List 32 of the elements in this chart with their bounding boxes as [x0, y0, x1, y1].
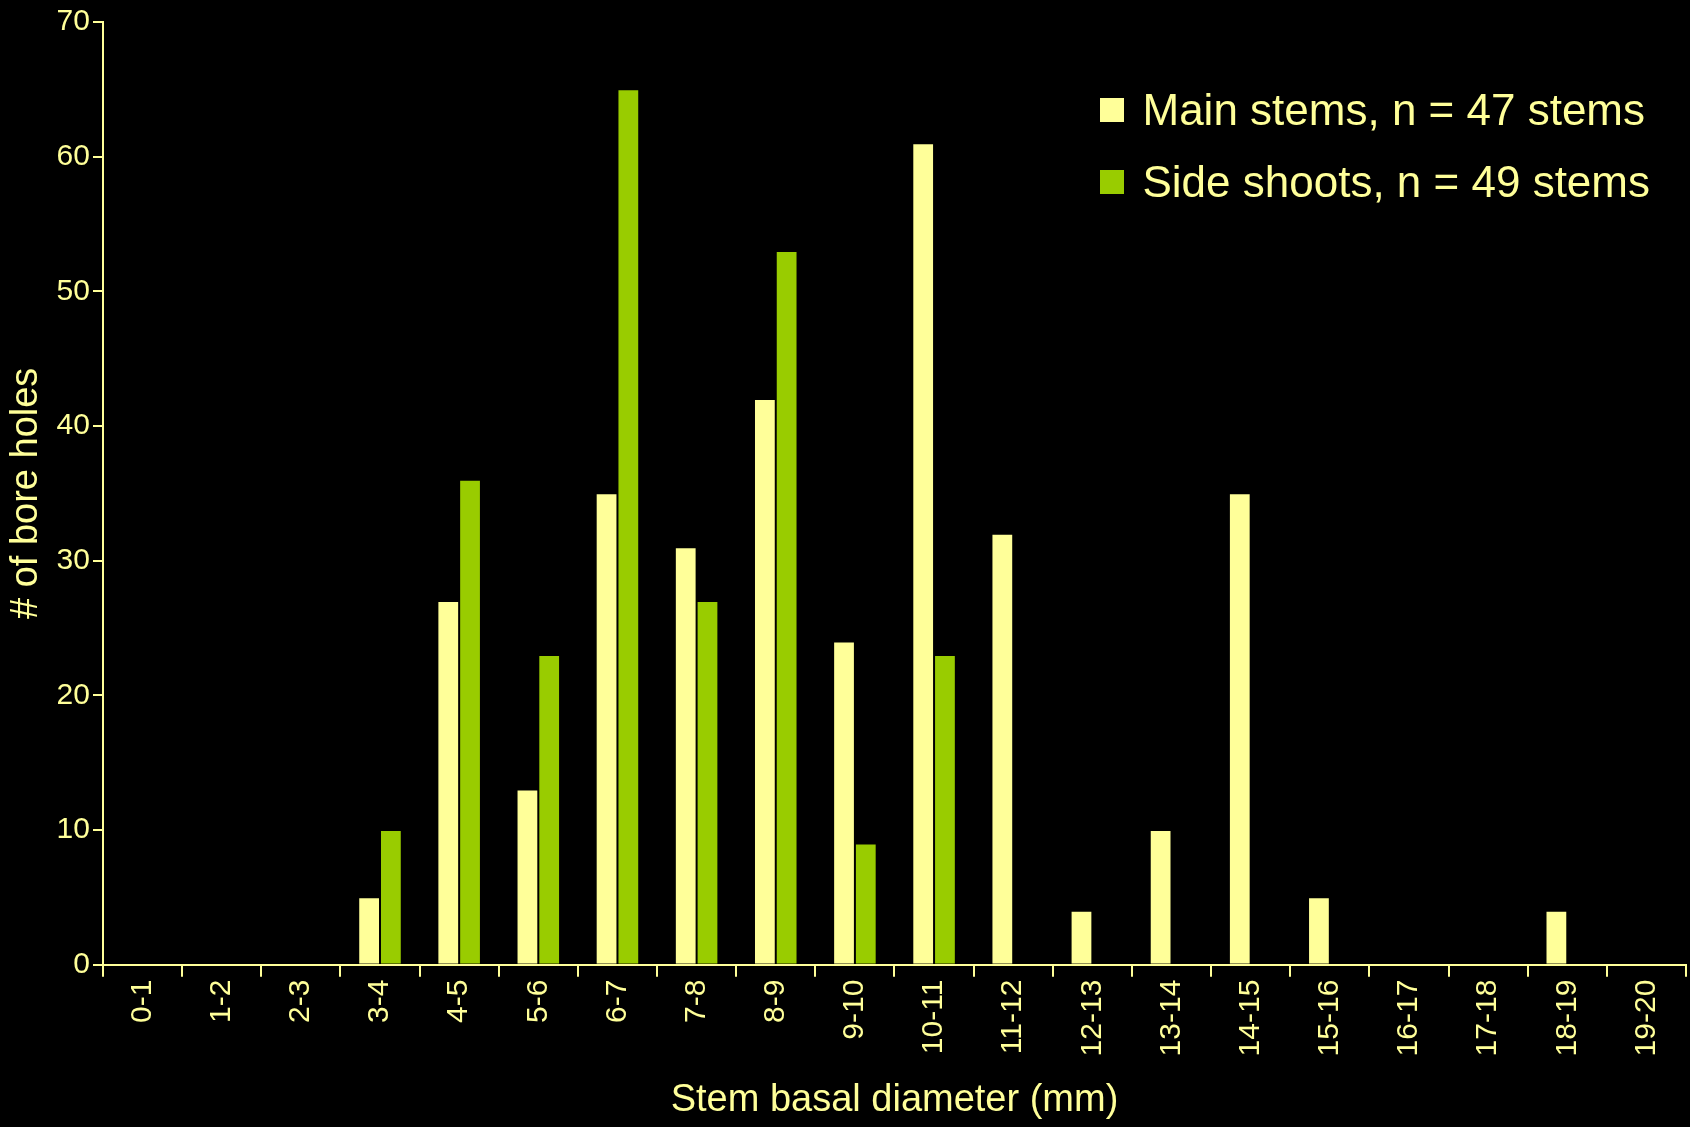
x-tick-label: 2-3	[282, 979, 316, 1024]
x-tick-label: 14-15	[1231, 979, 1265, 1057]
x-tick-label: 3-4	[361, 979, 395, 1024]
x-tick-label: 1-2	[202, 979, 236, 1024]
x-tick-label: 16-17	[1390, 979, 1424, 1057]
y-tick-label: 70	[56, 3, 90, 37]
x-tick-label: 19-20	[1627, 979, 1661, 1057]
y-tick-label: 50	[56, 272, 90, 306]
y-tick-label: 10	[56, 811, 90, 845]
legend-label: Main stems, n = 47 stems	[1142, 85, 1646, 135]
x-tick-label: 15-16	[1311, 979, 1345, 1057]
y-tick-label: 0	[73, 945, 90, 979]
y-tick-label: 20	[56, 676, 90, 710]
legend-label: Side shoots, n = 49 stems	[1142, 157, 1650, 207]
x-tick-label: 0-1	[123, 979, 157, 1024]
x-tick-label: 12-13	[1073, 979, 1107, 1057]
x-tick-label: 8-9	[757, 979, 791, 1024]
y-tick-label: 60	[56, 137, 90, 171]
x-tick-label: 4-5	[440, 979, 474, 1024]
x-tick-label: 13-14	[1152, 979, 1186, 1057]
x-tick-label: 9-10	[836, 979, 870, 1040]
x-tick-label: 17-18	[1469, 979, 1503, 1057]
y-axis-title: # of bore holes	[3, 367, 46, 620]
x-axis-title: Stem basal diameter (mm)	[670, 1076, 1119, 1119]
x-tick-label: 11-12	[994, 979, 1028, 1055]
y-tick-label: 40	[56, 407, 90, 441]
x-tick-label: 5-6	[519, 979, 553, 1024]
x-tick-label: 7-8	[677, 979, 711, 1024]
x-tick-label: 18-19	[1548, 979, 1582, 1057]
x-tick-label: 10-11	[915, 979, 949, 1055]
x-tick-label: 6-7	[598, 979, 632, 1024]
y-tick-label: 30	[56, 541, 90, 575]
